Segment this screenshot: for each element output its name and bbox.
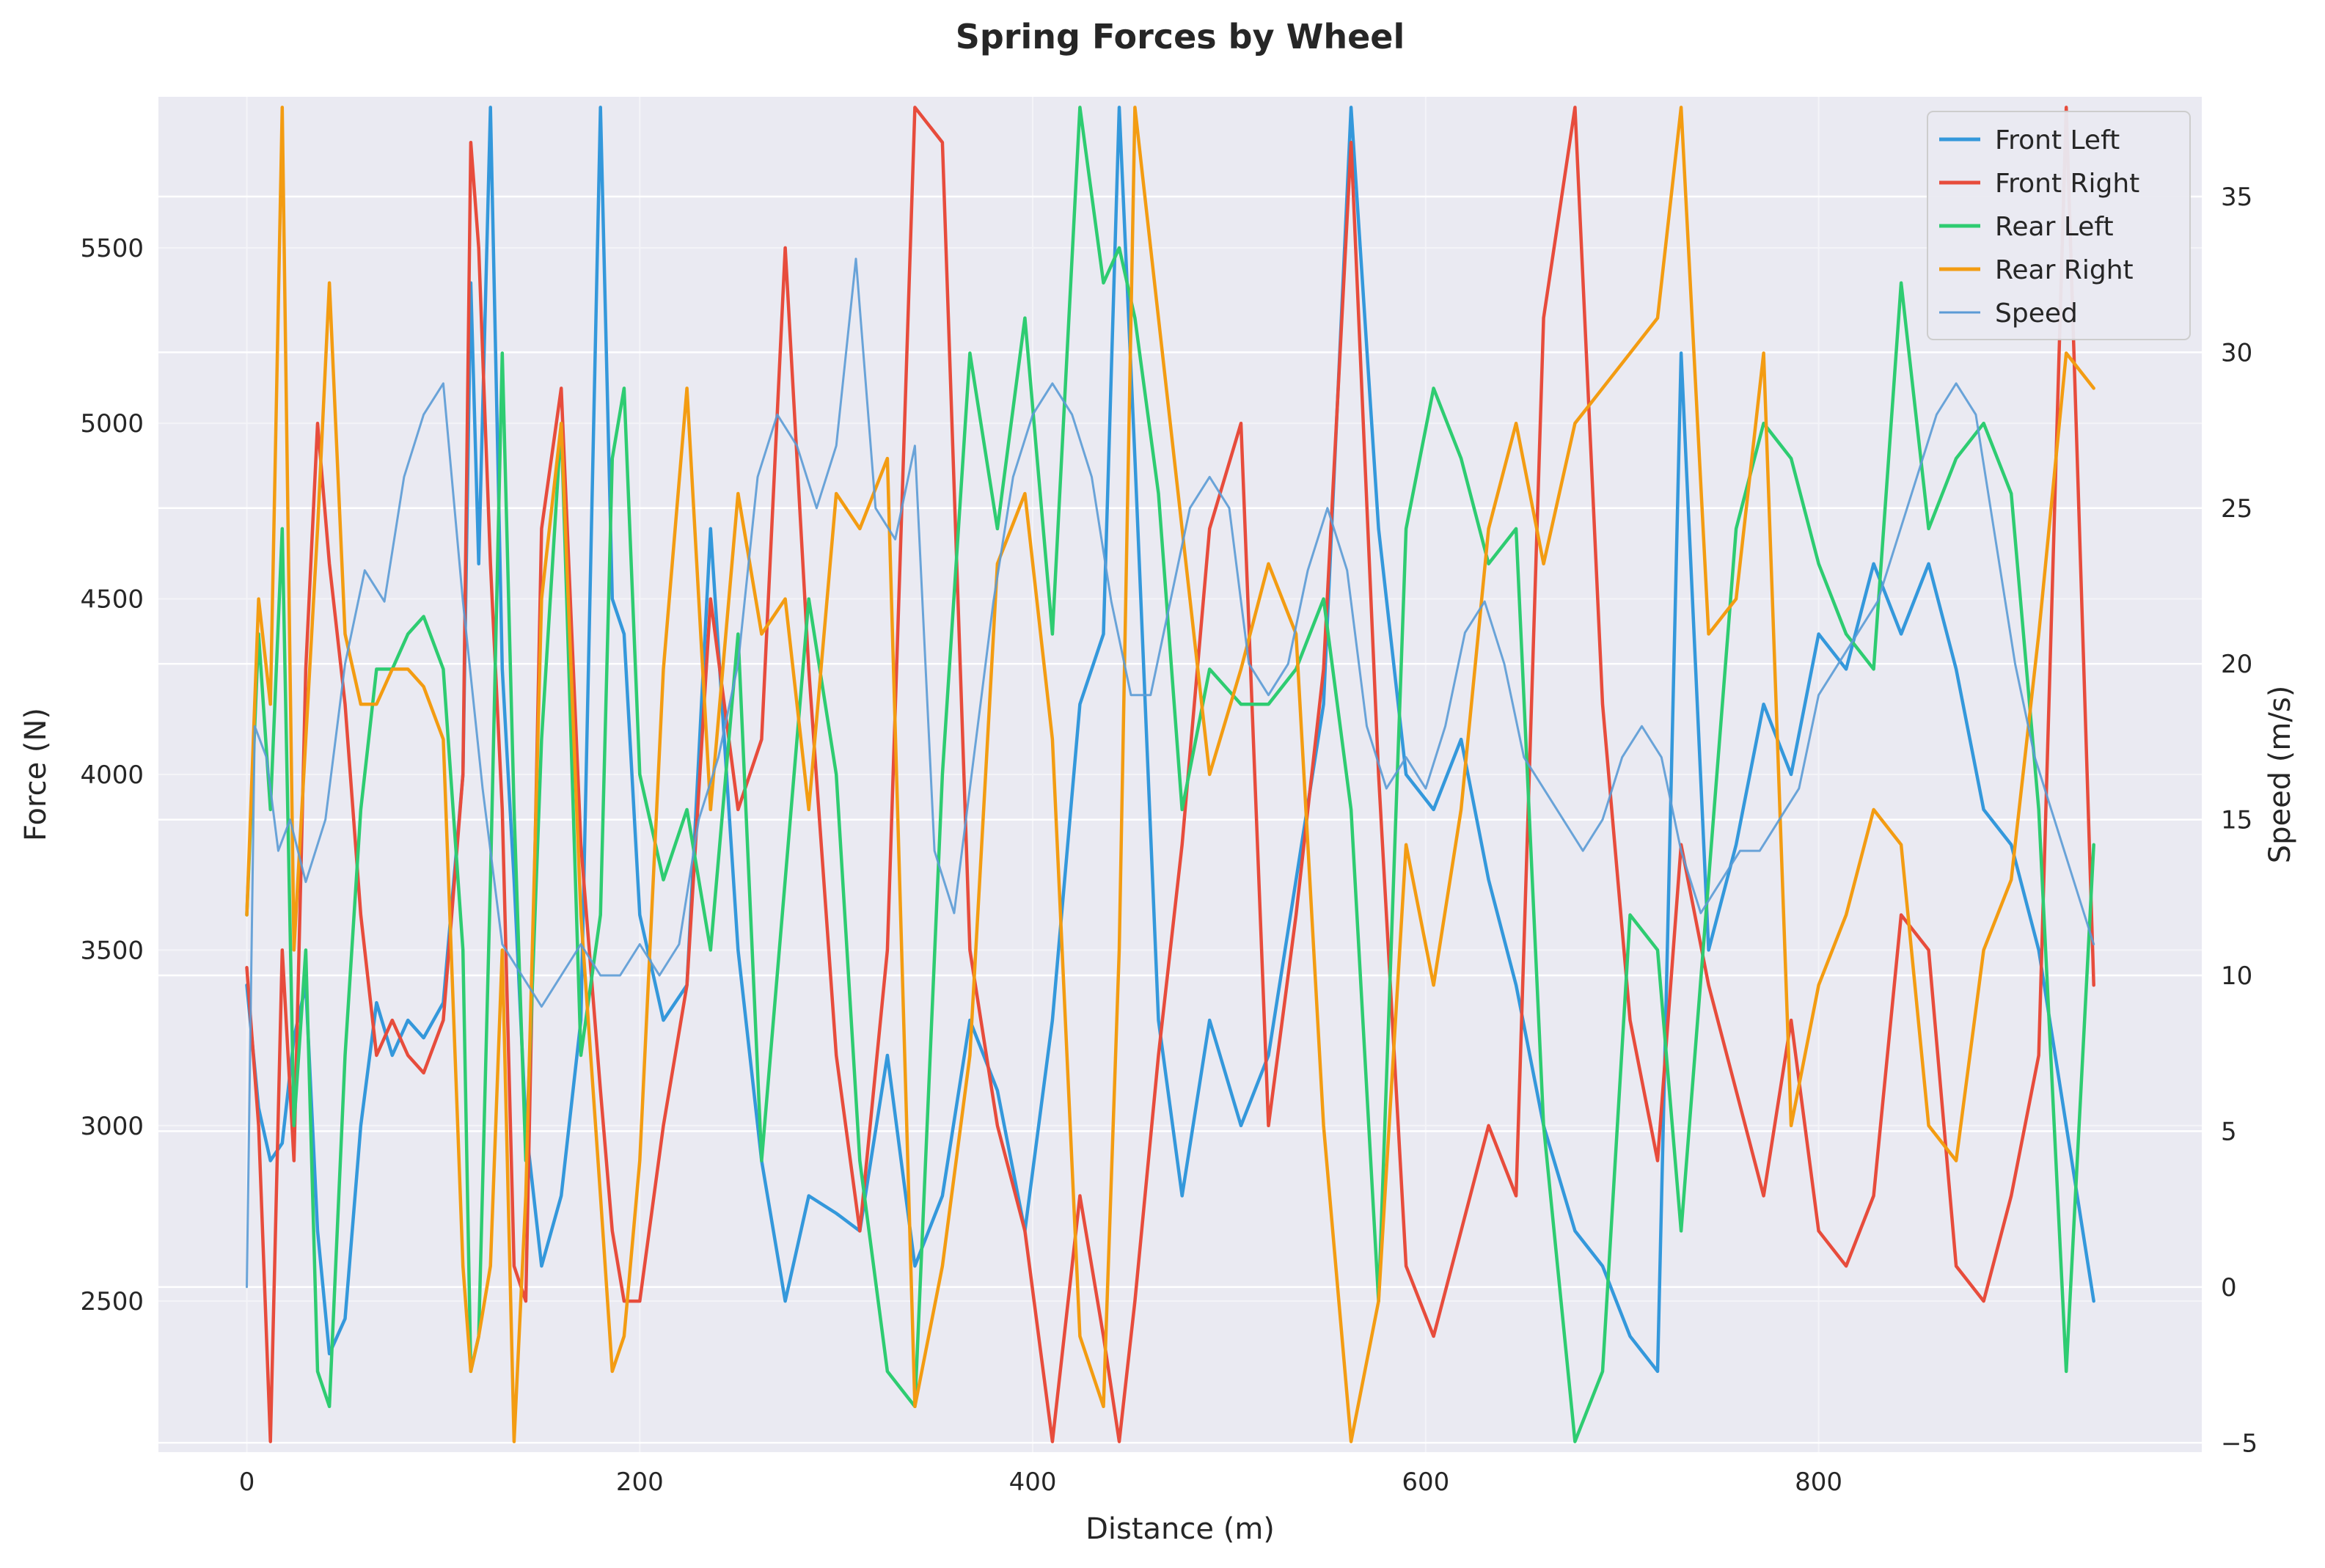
- series-line-speed: [246, 257, 2095, 1289]
- y2-tick-label: 20: [2221, 650, 2252, 679]
- y-tick-label: 5000: [80, 409, 144, 439]
- legend-label-rear-left: Rear Left: [1995, 212, 2114, 242]
- series-line-rear-left: [245, 106, 2095, 1443]
- series-line-rear-right: [245, 106, 2095, 1443]
- y2-tick-label: 25: [2221, 494, 2252, 524]
- x-tick-label: 0: [239, 1468, 255, 1497]
- y-tick-label: 4000: [80, 761, 144, 790]
- legend-label-rear-right: Rear Right: [1995, 255, 2134, 285]
- legend-label-speed: Speed: [1995, 298, 2078, 329]
- y2-tick-label: 30: [2221, 338, 2252, 367]
- y2-tick-label: −5: [2221, 1429, 2258, 1458]
- legend-label-front-left: Front Left: [1995, 125, 2120, 155]
- y2-tick-label: 0: [2221, 1273, 2237, 1303]
- series-line-front-right: [245, 106, 2095, 1443]
- chart-title: Spring Forces by Wheel: [956, 17, 1405, 56]
- legend-box: [1927, 111, 2191, 340]
- x-axis-label: Distance (m): [1085, 1512, 1275, 1546]
- y2-tick-label: 10: [2221, 961, 2252, 991]
- legend: Front Left Front Right Rear Left Rear Right…: [1927, 111, 2191, 340]
- x-tick-label: 200: [616, 1468, 664, 1497]
- y-tick-label: 3500: [80, 936, 144, 965]
- y2-tick-label: 5: [2221, 1117, 2237, 1146]
- y-tick-label: 2500: [80, 1287, 144, 1316]
- y2-tick-label: 35: [2221, 183, 2252, 212]
- y-axis-label: Force (N): [19, 708, 53, 841]
- y-tick-label: 3000: [80, 1112, 144, 1141]
- y-tick-label: 4500: [80, 585, 144, 615]
- x-tick-label: 600: [1402, 1468, 1449, 1497]
- series-layer: [245, 106, 2095, 1443]
- y2-tick-label: 15: [2221, 806, 2252, 835]
- y2-axis-label: Speed (m/s): [2263, 686, 2297, 864]
- x-tick-label: 800: [1795, 1468, 1842, 1497]
- series-line-front-left: [245, 106, 2095, 1374]
- x-tick-label: 400: [1009, 1468, 1057, 1497]
- legend-label-front-right: Front Right: [1995, 169, 2139, 199]
- y-tick-label: 5500: [80, 234, 144, 263]
- y-axis-right: −5 0 5 10 15 20 25 30 35: [2221, 183, 2258, 1458]
- x-axis: 0 200 400 600 800: [239, 1468, 1842, 1497]
- y-axis-left: 2500 3000 3500 4000 4500 5000 5500: [80, 234, 144, 1316]
